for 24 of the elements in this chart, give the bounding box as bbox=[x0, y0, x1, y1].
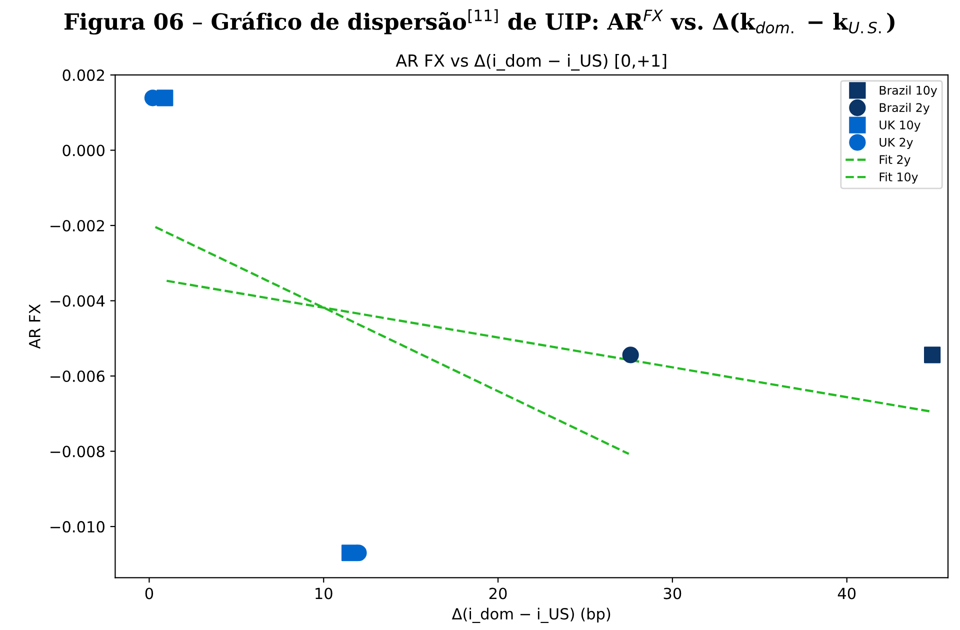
x-tick-label: 10 bbox=[316, 588, 332, 600]
point bbox=[622, 346, 639, 364]
x-tick-label: 30 bbox=[664, 588, 682, 600]
y-tick-label: 0.002 bbox=[62, 69, 104, 81]
x-tick-label: 20 bbox=[489, 588, 507, 600]
chart-subtitle: AR FX vs Δ(i_dom − i_US) [0,+1] bbox=[396, 54, 666, 71]
legend-label: UK 10y bbox=[880, 120, 920, 132]
y-tick-label: −0.004 bbox=[50, 295, 105, 307]
y-tick-label: 0.000 bbox=[62, 144, 104, 156]
x-axis-title: Δ(i_dom − i_US) (bp) bbox=[452, 608, 610, 623]
legend-label: Brazil 2y bbox=[880, 102, 930, 114]
legend-label: UK 2y bbox=[880, 138, 913, 150]
chart-title: Figura 06 – Gráfico de dispersão$^{[11]}$ de UIP: AR$^{FX}$ vs. Δ(k$_{dom.}$ − k$_{U.S.}$) bbox=[64, 9, 894, 35]
legend-label: Fit 2y bbox=[880, 154, 910, 166]
legend-label: Fit 10y bbox=[880, 172, 918, 184]
y-tick-label: −0.006 bbox=[50, 370, 105, 382]
y-axis-title: AR FX bbox=[29, 304, 40, 349]
y-tick-label: −0.002 bbox=[50, 220, 104, 232]
y-tick-label: −0.008 bbox=[50, 446, 104, 458]
x-tick-label: 0 bbox=[145, 588, 154, 600]
y-tick-label: −0.010 bbox=[50, 521, 104, 533]
point bbox=[924, 346, 941, 364]
x-tick-label: 40 bbox=[838, 588, 856, 600]
legend-label: Brazil 10y bbox=[880, 86, 938, 98]
